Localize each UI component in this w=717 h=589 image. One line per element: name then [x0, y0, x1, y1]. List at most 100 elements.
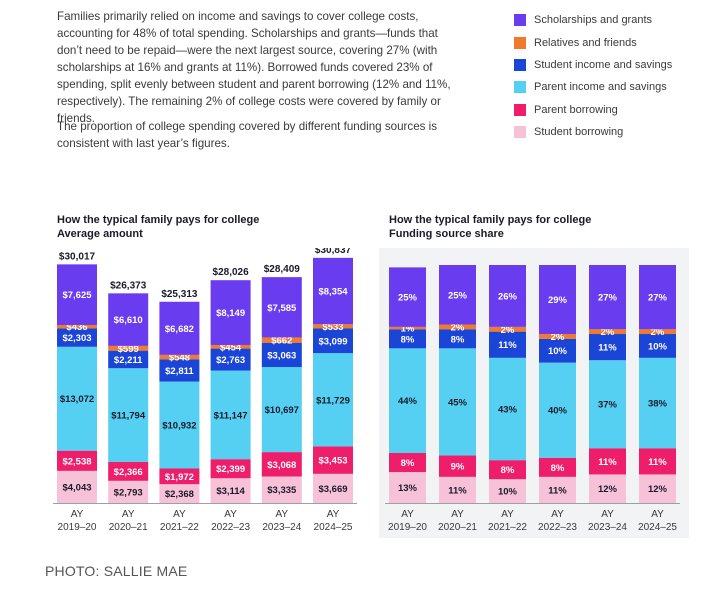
chart-background	[379, 248, 689, 538]
bar-segment	[439, 329, 476, 349]
consistency-paragraph: The proportion of college spending cover…	[57, 120, 438, 150]
legend-swatch	[514, 126, 526, 139]
bar-segment	[489, 357, 526, 461]
bar-segment	[539, 476, 576, 503]
data-label: $3,114	[216, 486, 245, 497]
bar-segment	[639, 265, 676, 330]
x-tick-label: AY	[122, 509, 135, 520]
data-label: 8%	[551, 463, 565, 474]
bar-segment	[313, 473, 353, 503]
bar-segment	[489, 326, 526, 332]
x-tick-label: AY	[551, 509, 564, 520]
data-label: 40%	[548, 406, 568, 417]
legend-label: Parent borrowing	[534, 103, 618, 116]
bar-segment	[210, 459, 251, 479]
bar-segment	[439, 324, 476, 330]
bar-segment	[589, 265, 626, 330]
x-tick-label: 2023–24	[588, 522, 627, 533]
bar-segment	[159, 484, 200, 503]
bar-segment	[108, 293, 149, 346]
chart-amount-title-block: How the typical family pays for college …	[57, 213, 259, 241]
legend-swatch	[514, 36, 526, 49]
legend-label: Student income and savings	[534, 58, 673, 71]
bar-segment	[539, 457, 576, 477]
bar-segment	[589, 474, 626, 503]
x-tick-label: 2024–25	[638, 522, 677, 533]
bar-segment	[210, 348, 251, 371]
bar-segment	[108, 350, 149, 369]
data-label: 25%	[448, 290, 468, 301]
data-label: 27%	[598, 293, 618, 304]
data-label: 38%	[648, 399, 668, 410]
bar-segment	[389, 472, 426, 503]
bar-segment	[108, 480, 149, 503]
bar-segment	[589, 360, 626, 449]
bar-segment	[210, 370, 251, 460]
bar-total-label: $25,313	[161, 289, 198, 300]
bar-segment	[639, 334, 676, 358]
bar-segment	[313, 257, 353, 325]
chart-background	[45, 248, 365, 538]
chart-share: 13%8%44%8%1%25%AY2019–2011%9%45%8%2%25%A…	[379, 248, 689, 538]
legend-swatch	[514, 81, 526, 94]
data-label: $2,763	[216, 355, 245, 366]
data-label: 8%	[401, 334, 415, 345]
data-label: $8,354	[318, 287, 348, 298]
data-label: $533	[322, 322, 343, 333]
data-label: 43%	[498, 404, 518, 415]
x-tick-label: 2022–23	[211, 522, 250, 533]
data-label: 2%	[451, 322, 465, 333]
x-tick-label: 2024–25	[314, 522, 353, 533]
data-label: $662	[271, 336, 292, 347]
chart-share-title-block: How the typical family pays for college …	[389, 213, 591, 241]
data-label: $436	[66, 322, 87, 333]
bar-segment	[108, 345, 149, 351]
bar-segment	[261, 277, 302, 338]
legend-label: Relatives and friends	[534, 36, 637, 49]
data-label: 45%	[448, 397, 468, 408]
data-label: $3,099	[318, 336, 347, 347]
bar-total-label: $28,026	[213, 267, 250, 278]
legend-label: Student borrowing	[534, 126, 624, 139]
data-label: $11,729	[316, 395, 350, 406]
bar-total-label: $30,837	[315, 248, 352, 256]
x-tick-label: AY	[224, 509, 237, 520]
data-label: $2,793	[114, 487, 143, 498]
data-label: $10,932	[162, 421, 196, 432]
data-label: $10,697	[265, 405, 299, 416]
data-label: $3,335	[267, 485, 297, 496]
bar-segment	[539, 265, 576, 335]
x-tick-label: AY	[71, 509, 84, 520]
x-tick-label: AY	[601, 509, 614, 520]
data-label: 11%	[648, 457, 667, 468]
data-label: $7,585	[267, 303, 297, 314]
bar-segment	[389, 453, 426, 473]
data-label: 27%	[648, 293, 668, 304]
x-tick-label: AY	[173, 509, 186, 520]
legend-label: Scholarships and grants	[534, 14, 653, 27]
data-label: 11%	[498, 340, 517, 351]
data-label: $548	[169, 353, 190, 364]
bar-segment	[313, 328, 353, 354]
legend-item: Student borrowing	[514, 121, 714, 143]
chart-amount-subtitle: Average amount	[57, 228, 143, 240]
bar-total-label: $26,373	[110, 280, 147, 291]
legend-item: Parent borrowing	[514, 99, 714, 121]
chart-amount: $4,043 $2,538 $13,072 $2,303$436 $7,625 $30,0…	[45, 248, 365, 538]
bar-segment	[57, 324, 97, 329]
chart-legend: Scholarships and grants Relatives and fr…	[514, 9, 714, 143]
data-label: 29%	[548, 295, 568, 306]
bar-segment	[489, 331, 526, 358]
bar-segment	[389, 326, 426, 330]
x-tick-label: 2019–20	[58, 522, 97, 533]
legend-label: Parent income and savings	[534, 81, 667, 94]
data-label: $3,669	[318, 484, 347, 495]
data-label: $3,063	[267, 350, 296, 361]
data-label: $2,399	[216, 464, 245, 475]
data-label: $3,068	[267, 460, 296, 471]
x-tick-label: 2020–21	[438, 522, 477, 533]
x-tick-label: AY	[451, 509, 464, 520]
data-label: 8%	[501, 465, 515, 476]
data-label: 26%	[498, 291, 518, 302]
x-tick-label: 2020–21	[109, 522, 148, 533]
